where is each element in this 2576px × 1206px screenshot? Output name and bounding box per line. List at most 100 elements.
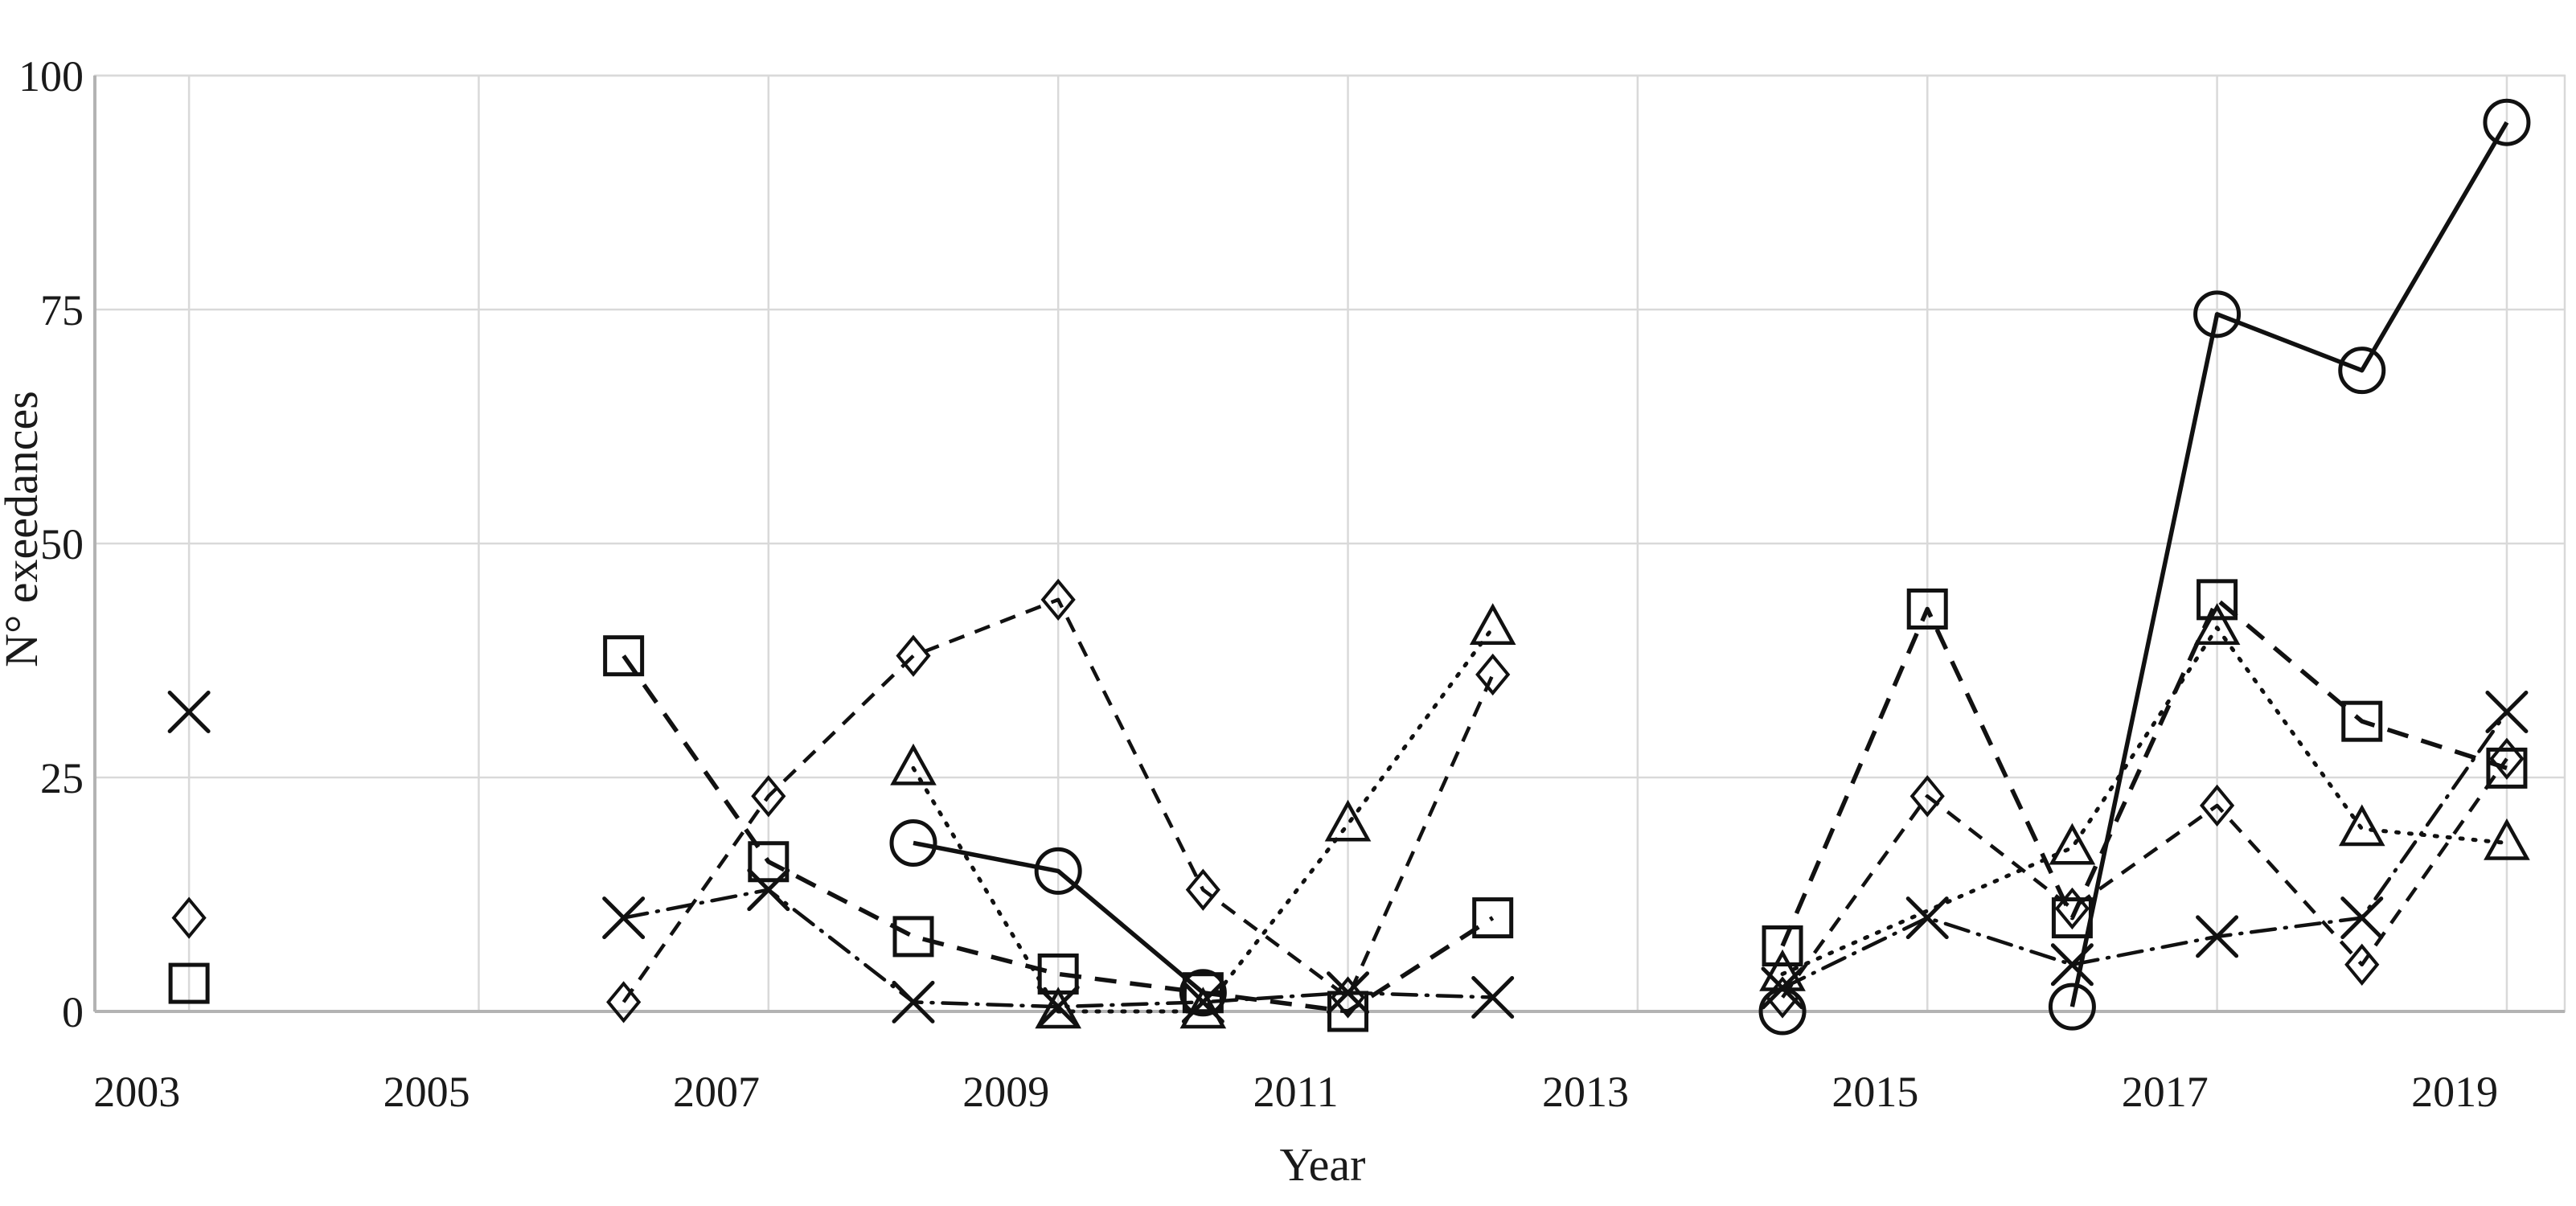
x-axis-title: Year: [1280, 1138, 1366, 1191]
x-tick-label-2005: 2005: [384, 1068, 470, 1116]
diamond-marker: [1765, 976, 1800, 1019]
square-marker: [1762, 925, 1803, 967]
x-marker-stroke-2: [1036, 985, 1080, 1028]
square-marker: [2197, 579, 2238, 621]
series-markers-triangle-dotted: [890, 603, 2530, 1029]
x-marker-stroke-2: [2340, 896, 2384, 940]
y-tick-label-50: 50: [40, 520, 84, 568]
triangle-marker: [890, 743, 937, 786]
triangle-marker: [2049, 822, 2096, 865]
series-line-x-dashdot: [621, 710, 2509, 1009]
series-segment-triangle-dotted-1: [1780, 626, 2509, 976]
series-markers-x-dashdot: [167, 691, 2529, 1028]
triangle-marker: [2338, 804, 2385, 847]
series-lines: [621, 121, 2509, 1014]
y-tick-label-100: 100: [18, 52, 84, 100]
gridlines: [93, 74, 2566, 1013]
x-tick-label-2013: 2013: [1542, 1068, 1629, 1116]
diamond-marker: [896, 634, 931, 677]
x-marker: [2196, 915, 2239, 958]
series-line-circle-solid: [913, 121, 2509, 1007]
x-marker: [1905, 896, 1949, 940]
x-marker: [1327, 971, 1370, 1015]
x-marker-stroke-2: [2196, 915, 2239, 958]
square-marker: [2486, 747, 2528, 789]
diamond-marker: [1330, 976, 1366, 1019]
x-marker-stroke-2: [1761, 966, 1804, 1010]
x-tick-label-2011: 2011: [1253, 1068, 1339, 1116]
triangle-marker: [1035, 987, 1081, 1029]
circle-marker: [2483, 98, 2531, 146]
series-segment-x-dashdot-2: [1780, 710, 2509, 991]
x-marker: [2050, 943, 2094, 987]
series-line-square-dashed: [621, 597, 2508, 1014]
square-marker: [892, 916, 934, 958]
diamond-marker: [606, 981, 642, 1023]
square-marker: [2051, 897, 2093, 939]
diamond-marker: [2054, 887, 2090, 930]
x-marker-stroke-2: [1905, 896, 1949, 940]
diamond-marker: [1909, 775, 1945, 818]
x-marker: [2485, 691, 2529, 734]
diamond-marker: [2344, 943, 2380, 986]
square-marker: [748, 841, 790, 883]
diamond-marker: [1185, 868, 1220, 911]
axes-and-ticks: 0 25 50 75 100 2003 2005 2007 2009 2011 2013 2015 20…: [18, 52, 2565, 1116]
series-line-triangle-dotted: [911, 626, 2509, 1014]
x-marker-stroke-2: [1471, 976, 1515, 1019]
series-segment-diamond-dashed-2: [1781, 757, 2508, 999]
circle-marker: [889, 818, 937, 867]
y-axis-title: N° exeedances: [0, 391, 47, 667]
square-marker: [1182, 972, 1224, 1014]
circle-marker: [2048, 982, 2096, 1031]
triangle-marker: [1324, 799, 1372, 842]
diamond-marker: [171, 896, 207, 939]
x-marker: [1761, 966, 1804, 1010]
y-tick-label-25: 25: [40, 754, 84, 802]
series-segment-circle-solid-0: [913, 840, 1205, 995]
square-marker: [2341, 700, 2383, 742]
circle-marker: [1179, 969, 1227, 1017]
square-marker: [1472, 897, 1514, 939]
series-segment-diamond-dashed-1: [621, 597, 1495, 1003]
x-marker: [1036, 985, 1080, 1028]
series-markers: [167, 98, 2531, 1036]
x-marker: [602, 896, 646, 940]
x-marker: [1181, 980, 1224, 1023]
y-tick-label-75: 75: [40, 286, 84, 334]
x-marker-stroke-2: [167, 691, 211, 734]
diamond-marker: [1475, 653, 1511, 696]
x-marker: [747, 868, 790, 912]
triangle-marker: [1179, 987, 1227, 1029]
x-tick-label-2009: 2009: [962, 1068, 1049, 1116]
series-markers-circle-solid: [889, 98, 2531, 1036]
x-marker: [892, 980, 935, 1023]
x-marker-stroke-2: [747, 868, 790, 912]
x-marker-stroke-2: [1327, 971, 1370, 1015]
triangle-marker: [2484, 818, 2530, 860]
diamond-marker: [2489, 737, 2525, 780]
x-tick-label-2019: 2019: [2411, 1068, 2498, 1116]
x-marker-stroke-2: [2050, 943, 2094, 987]
series-markers-diamond-dashed: [171, 578, 2525, 1023]
square-marker: [168, 962, 210, 1004]
circle-marker: [1034, 847, 1082, 895]
diamond-marker: [1040, 578, 1076, 621]
triangle-marker: [1469, 603, 1516, 646]
x-marker-stroke-2: [2485, 691, 2529, 734]
x-marker-stroke-2: [602, 896, 646, 940]
x-tick-label-2015: 2015: [1832, 1068, 1918, 1116]
square-marker: [603, 635, 645, 677]
y-tick-label-0: 0: [62, 988, 84, 1036]
x-marker-stroke-2: [892, 980, 935, 1023]
series-segment-square-dashed-1: [621, 654, 1495, 1014]
x-tick-label-2003: 2003: [93, 1068, 180, 1116]
circle-marker: [2338, 347, 2386, 395]
series-line-diamond-dashed: [621, 597, 2508, 1003]
x-tick-label-2017: 2017: [2122, 1068, 2209, 1116]
triangle-marker: [2193, 603, 2241, 646]
x-marker: [2340, 896, 2384, 940]
x-marker: [167, 691, 211, 734]
